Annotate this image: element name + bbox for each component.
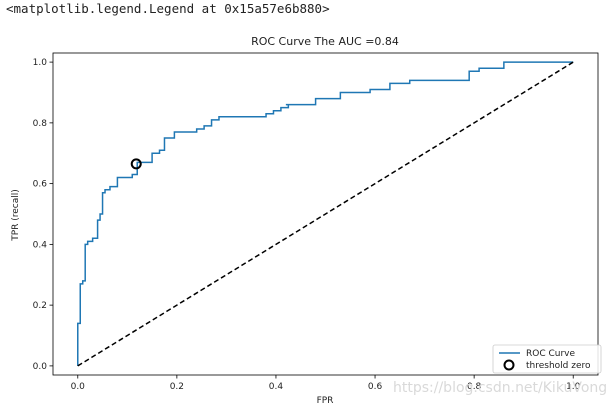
watermark-text: https://blog.csdn.net/KikuVong — [393, 380, 607, 396]
y-tick-label: 0.2 — [33, 301, 47, 311]
legend: ROC Curve threshold zero — [492, 344, 602, 374]
y-tick-label: 0.0 — [33, 362, 48, 372]
y-tick-label: 1.0 — [33, 58, 48, 68]
x-tick-label: 1.0 — [566, 382, 581, 392]
x-tick-label: 0.8 — [467, 382, 482, 392]
plot-area — [77, 61, 574, 367]
x-axis-label: FPR — [317, 396, 334, 406]
y-axis-label: TPR (recall) — [11, 189, 21, 242]
legend-threshold-zero-swatch — [503, 359, 515, 371]
legend-threshold-zero-label: threshold zero — [526, 361, 591, 371]
x-tick-label: 0.2 — [170, 382, 184, 392]
x-tick-label: 0.4 — [269, 382, 284, 392]
diagonal-reference-line — [77, 61, 574, 367]
output-repr-text: <matplotlib.legend.Legend at 0x15a57e6b8… — [6, 1, 330, 16]
legend-box — [492, 344, 602, 374]
roc-curve-line — [77, 61, 574, 366]
y-tick-label: 0.8 — [33, 119, 48, 129]
legend-roc-curve-label: ROC Curve — [526, 349, 575, 359]
axes-frame — [52, 52, 599, 376]
chart-title: ROC Curve The AUC =0.84 — [251, 35, 399, 48]
axes: 0.0 0.2 0.4 0.6 0.8 1.0 0.0 0.2 0.4 0.6 0.8 1.0 — [33, 52, 599, 392]
x-tick-label: 0.0 — [71, 382, 86, 392]
threshold-zero-marker — [130, 158, 142, 170]
x-tick-label: 0.6 — [368, 382, 383, 392]
y-tick-label: 0.6 — [33, 180, 48, 190]
y-tick-label: 0.4 — [33, 240, 48, 250]
